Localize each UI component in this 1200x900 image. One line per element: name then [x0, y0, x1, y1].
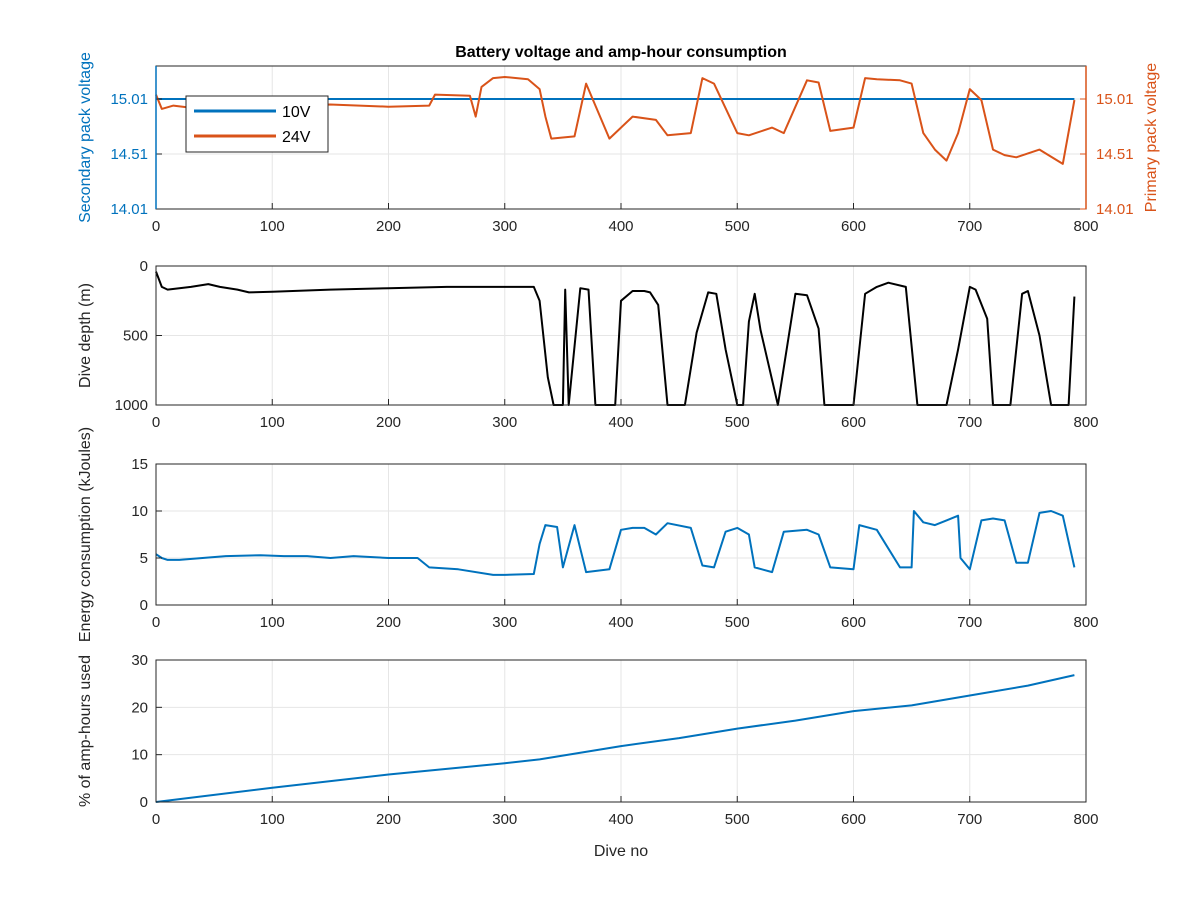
y-tick-label: 30 [131, 652, 148, 669]
x-tick-label: 200 [376, 414, 401, 431]
subplot-2: 0 100 200 300 400 500 600 700 800 0 500 1000 Dive de… [77, 258, 1099, 431]
x-tick-label: 400 [608, 811, 633, 828]
x-tick-label: 800 [1073, 414, 1098, 431]
x-tick-label: 500 [725, 811, 750, 828]
x-tick-label: 0 [152, 614, 160, 631]
x-tick-label: 0 [152, 811, 160, 828]
legend-box [185, 95, 329, 153]
x-tick-label: 500 [725, 218, 750, 235]
y-tick-label: 0 [140, 258, 148, 275]
x-tick-label: 200 [376, 614, 401, 631]
subplot-1: 0 100 200 300 400 500 600 700 80014.0114.5115.01… [77, 52, 1160, 235]
y-axis-label: Dive depth (m) [77, 283, 94, 388]
x-tick-label: 300 [492, 811, 517, 828]
y-tick-label: 20 [131, 699, 148, 716]
y-right-tick-label: 14.51 [1096, 146, 1134, 163]
x-tick-label: 400 [608, 414, 633, 431]
series-line [155, 510, 1076, 576]
x-tick-label: 800 [1073, 811, 1098, 828]
x-axis-label: Dive no [594, 843, 648, 860]
y-tick-label: 14.01 [110, 201, 148, 218]
x-tick-label: 400 [608, 218, 633, 235]
subplot-4: 0 100 200 300 400 500 600 700 800 0 10 20 30 % of amp… [77, 652, 1099, 860]
x-tick-label: 700 [957, 614, 982, 631]
y-tick-label: 1000 [115, 397, 148, 414]
y-tick-label: 5 [140, 550, 148, 567]
subplot-3: 0 100 200 300 400 500 600 700 800 0 5 10 15 Energy co… [77, 427, 1099, 642]
x-tick-label: 300 [492, 414, 517, 431]
y-tick-label: 500 [123, 328, 148, 345]
x-tick-label: 100 [260, 218, 285, 235]
x-tick-label: 500 [725, 614, 750, 631]
x-tick-label: 600 [841, 414, 866, 431]
x-tick-label: 200 [376, 811, 401, 828]
x-tick-label: 800 [1073, 218, 1098, 235]
x-tick-label: 600 [841, 614, 866, 631]
plots-container: 0 100 200 300 400 500 600 700 80014.0114.5115.01… [77, 52, 1160, 860]
y-tick-label: 0 [140, 597, 148, 614]
y-tick-label: 0 [140, 794, 148, 811]
y-right-tick-label: 14.01 [1096, 201, 1134, 218]
series-line [155, 674, 1075, 803]
x-tick-label: 100 [260, 614, 285, 631]
y-axis-label: % of amp-hours used [77, 655, 94, 807]
series-line-24V [155, 76, 1076, 165]
x-tick-label: 300 [492, 614, 517, 631]
x-tick-label: 100 [260, 414, 285, 431]
legend-entry: 10V [282, 104, 311, 121]
x-tick-label: 600 [841, 218, 866, 235]
x-tick-label: 700 [957, 414, 982, 431]
legend-entry: 24V [282, 129, 311, 146]
y-axis-label: Energy consumption (kJoules) [77, 427, 94, 642]
y-right-axis-label: Primary pack voltage [1143, 63, 1160, 212]
x-tick-label: 700 [957, 218, 982, 235]
x-tick-label: 800 [1073, 614, 1098, 631]
y-tick-label: 14.51 [110, 146, 148, 163]
x-tick-label: 200 [376, 218, 401, 235]
x-tick-label: 0 [152, 218, 160, 235]
x-tick-label: 300 [492, 218, 517, 235]
y-axis-label: Secondary pack voltage [77, 52, 94, 223]
y-right-tick-label: 15.01 [1096, 91, 1134, 108]
series-line [155, 271, 1076, 406]
y-tick-label: 10 [131, 503, 148, 520]
y-tick-label: 10 [131, 747, 148, 764]
x-tick-label: 600 [841, 811, 866, 828]
x-tick-label: 100 [260, 811, 285, 828]
x-tick-label: 700 [957, 811, 982, 828]
x-tick-label: 400 [608, 614, 633, 631]
y-tick-label: 15 [131, 456, 148, 473]
figure-title: Battery voltage and amp-hour consumption [455, 44, 787, 61]
x-tick-label: 500 [725, 414, 750, 431]
x-tick-label: 0 [152, 414, 160, 431]
y-tick-label: 15.01 [110, 91, 148, 108]
